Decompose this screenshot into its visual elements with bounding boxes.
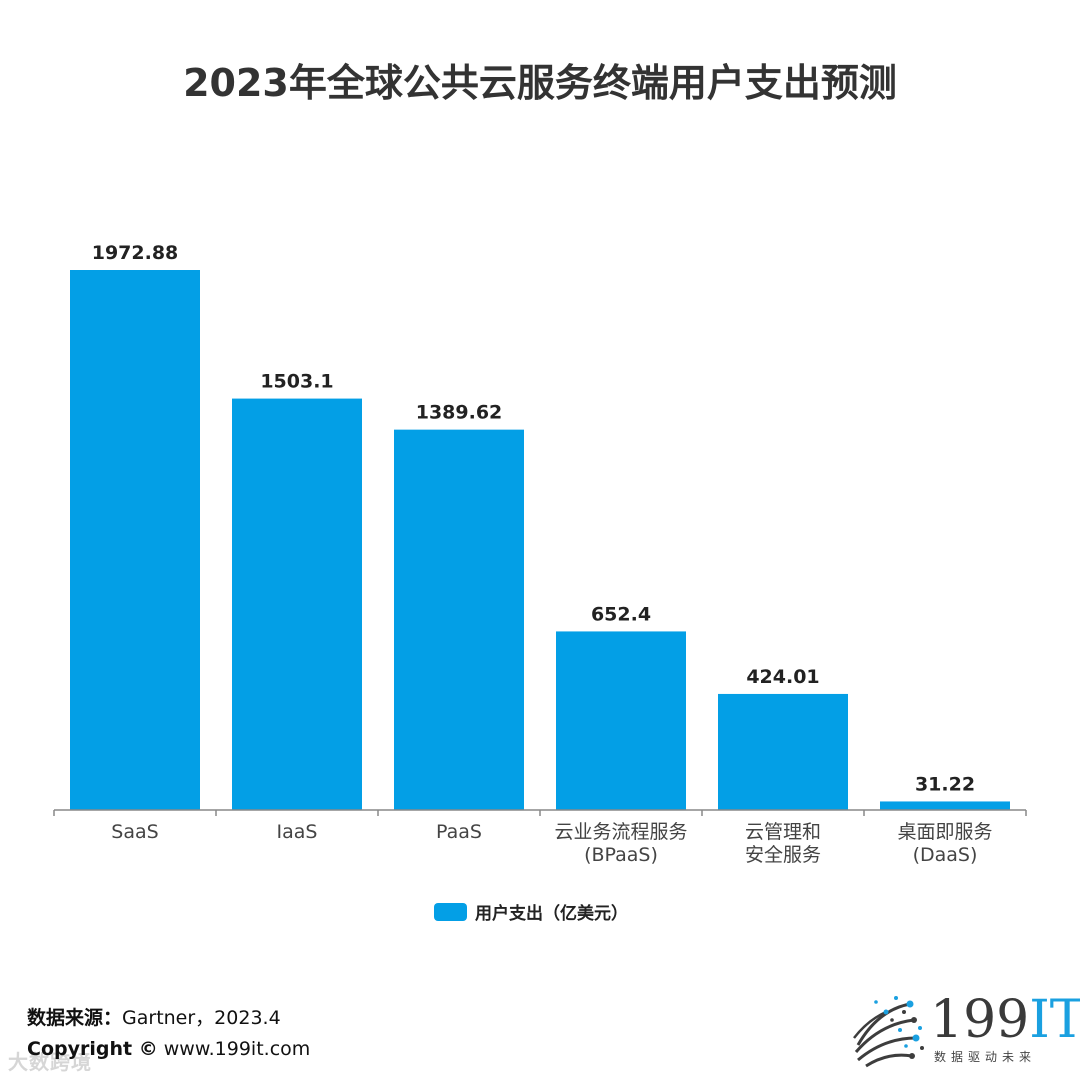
bar-value-label: 31.22: [915, 773, 975, 795]
bar-value-label: 1972.88: [92, 242, 179, 264]
logo-mark-icon: [853, 996, 924, 1068]
bar: [880, 801, 1010, 810]
bar: [556, 631, 686, 810]
legend: 用户支出（亿美元）: [434, 899, 628, 924]
brand-logo: 199IT 数据驱动未来: [848, 990, 1080, 1070]
bar-value-label: 652.4: [591, 603, 651, 625]
chart-title: 2023年全球公共云服务终端用户支出预测: [183, 61, 897, 105]
copyright-link[interactable]: www.199it.com: [163, 1038, 311, 1060]
bar: [70, 270, 200, 810]
x-tick-label: PaaS: [436, 821, 482, 843]
legend-label: 用户支出（亿美元）: [475, 904, 628, 924]
logo-wordmark: 199IT: [930, 990, 1080, 1050]
x-tick-label: 安全服务: [745, 844, 821, 866]
x-tick-label: 桌面即服务: [897, 821, 992, 843]
bar-value-label: 1503.1: [260, 371, 333, 393]
x-tick-label: IaaS: [277, 821, 318, 843]
logo-digits: 199: [930, 990, 1030, 1050]
bar: [232, 398, 362, 810]
copyright-key: Copyright ©: [27, 1038, 158, 1060]
bar: [718, 693, 848, 810]
bar: [394, 429, 524, 810]
logo-letters: IT: [1029, 990, 1080, 1050]
x-tick-label: (BPaaS): [584, 844, 658, 866]
x-tick-label: SaaS: [111, 821, 158, 843]
source-value: Gartner，2023.4: [122, 1007, 281, 1029]
bar-value-label: 424.01: [746, 666, 819, 688]
source-key: 数据来源：: [27, 1007, 123, 1029]
logo-tagline: 数据驱动未来: [934, 1050, 1037, 1064]
x-tick-label: 云业务流程服务: [554, 821, 687, 843]
copyright-line: Copyright © www.199it.com: [27, 1038, 310, 1060]
legend-swatch: [434, 902, 467, 921]
x-tick-label: 云管理和: [745, 821, 821, 843]
bar-value-label: 1389.62: [416, 402, 503, 424]
x-tick-label: (DaaS): [913, 844, 978, 866]
source-line: 数据来源：Gartner，2023.4: [27, 1003, 281, 1030]
watermark-text: 大数跨境: [8, 1050, 92, 1074]
watermark: 大数跨境: [8, 1046, 92, 1075]
